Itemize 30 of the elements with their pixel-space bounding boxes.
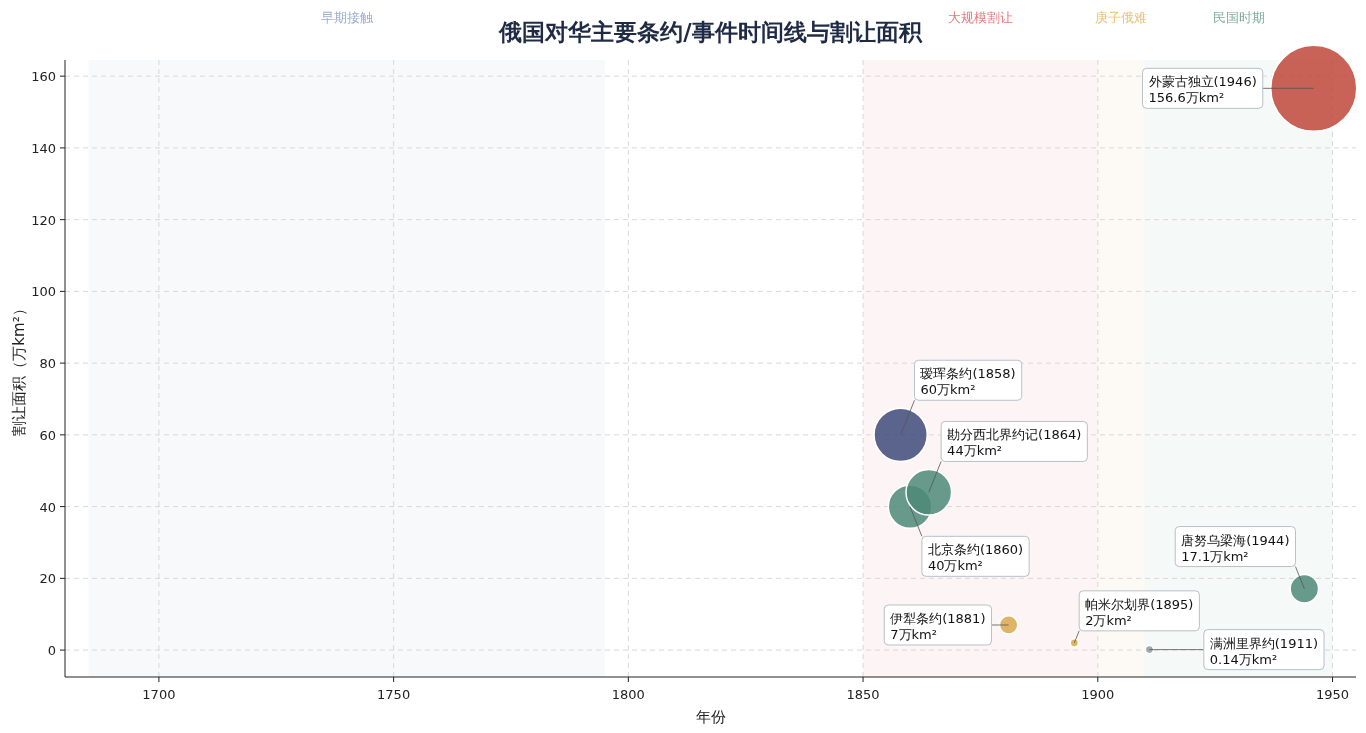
- y-tick-label: 80: [39, 356, 56, 372]
- y-tick-label: 40: [39, 499, 56, 515]
- y-tick-label: 100: [31, 284, 56, 300]
- band-label: 大规模割让: [947, 10, 1013, 25]
- annotation: 瑷珲条约(1858) 60万km²: [920, 366, 1016, 398]
- y-axis-title: 割让面积（万km²）: [10, 301, 28, 436]
- annotation: 勘分西北界约记(1864) 44万km²: [947, 427, 1082, 459]
- y-tick-label: 160: [31, 69, 56, 85]
- x-tick-label: 1950: [1315, 687, 1350, 702]
- x-tick-label: 1750: [377, 687, 411, 702]
- y-tick-label: 140: [31, 140, 56, 156]
- x-tick-label: 1850: [846, 687, 880, 702]
- annotation: 北京条约(1860) 40万km²: [927, 542, 1024, 574]
- y-tick-label: 0: [47, 643, 56, 659]
- x-tick-label: 1800: [611, 687, 645, 702]
- y-tick-label: 20: [39, 571, 56, 587]
- chart-title: 俄国对华主要条约/事件时间线与割让面积: [498, 19, 923, 45]
- y-tick-label: 60: [39, 427, 56, 443]
- band-label: 庚子俄难: [1095, 10, 1148, 25]
- annotation: 满洲里界约(1911) 0.14万km²: [1209, 635, 1319, 667]
- x-tick-label: 1700: [142, 687, 176, 702]
- x-tick-label: 1900: [1081, 687, 1115, 702]
- annotation: 唐努乌梁海(1944) 17.1万km²: [1181, 532, 1290, 564]
- annotation: 帕米尔划界(1895) 2万km²: [1085, 596, 1194, 628]
- annotation: 伊犁条约(1881) 7万km²: [890, 610, 986, 642]
- y-tick-label: 120: [31, 212, 56, 228]
- band-label: 民国时期: [1212, 10, 1265, 25]
- annotation: 外蒙古独立(1946) 156.6万km²: [1148, 74, 1257, 106]
- band-label: 早期接触: [320, 10, 373, 25]
- x-axis-title: 年份: [695, 708, 726, 726]
